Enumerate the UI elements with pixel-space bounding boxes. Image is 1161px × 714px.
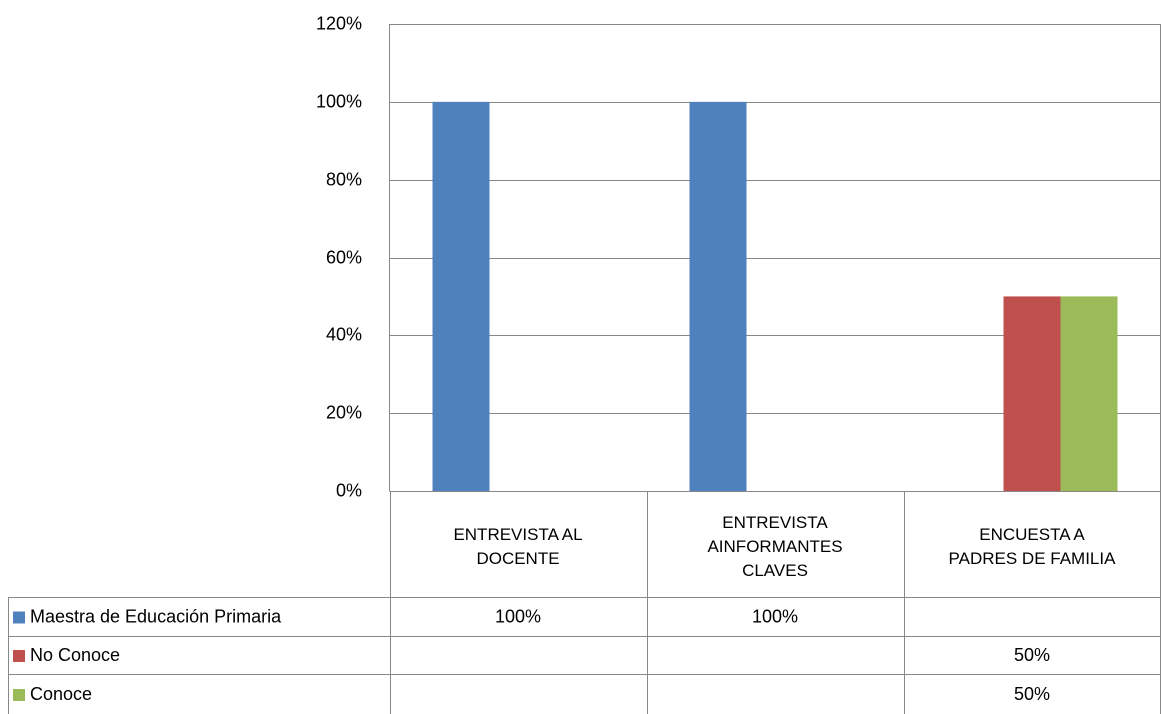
data-label: 50% xyxy=(1014,645,1050,665)
bar xyxy=(432,101,490,491)
x-tick-label: ENTREVISTA AL DOCENTE xyxy=(453,525,583,568)
legend-label: No Conoce xyxy=(30,645,120,665)
y-tick-label: 60% xyxy=(326,247,362,267)
legend-key xyxy=(13,650,25,662)
y-tick-label: 0% xyxy=(336,480,362,500)
bar xyxy=(1060,296,1118,491)
x-tick-label: ENTREVISTA AINFORMANTES CLAVES xyxy=(707,513,843,580)
legend-key xyxy=(13,611,25,624)
bar xyxy=(689,101,747,491)
legend-key xyxy=(13,689,25,701)
y-tick-label: 120% xyxy=(316,13,362,33)
legend-label: Conoce xyxy=(30,684,92,704)
data-label: 100% xyxy=(752,606,798,626)
y-tick-label: 80% xyxy=(326,169,362,189)
data-label: 50% xyxy=(1014,684,1050,704)
bar xyxy=(1003,296,1061,491)
legend-label: Maestra de Educación Primaria xyxy=(30,606,282,626)
x-tick-label: ENCUESTA A PADRES DE FAMILIA xyxy=(948,525,1116,568)
data-label: 100% xyxy=(495,606,541,626)
y-tick-label: 40% xyxy=(326,324,362,344)
y-tick-label: 100% xyxy=(316,91,362,111)
y-tick-label: 20% xyxy=(326,402,362,422)
